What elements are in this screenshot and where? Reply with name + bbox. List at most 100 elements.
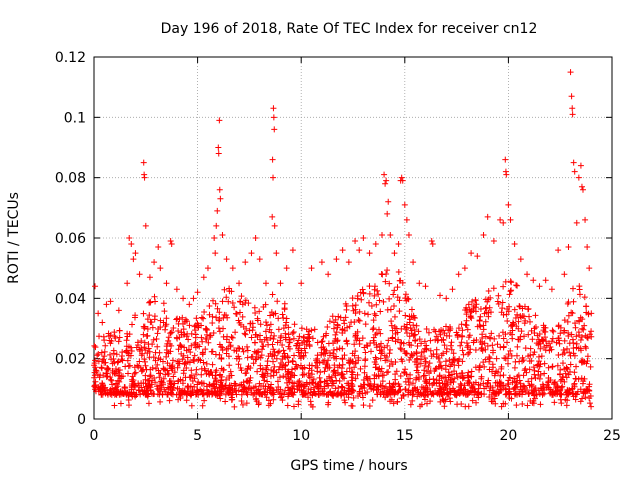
cloud-point xyxy=(483,309,490,316)
cloud-point xyxy=(396,277,403,284)
cloud-point xyxy=(326,318,333,325)
cloud-point xyxy=(496,332,503,339)
cloud-point xyxy=(175,346,182,353)
cloud-point xyxy=(106,337,113,344)
cloud-point xyxy=(305,385,312,392)
cloud-point xyxy=(418,340,425,347)
cloud-point xyxy=(243,325,250,332)
cloud-point xyxy=(537,401,544,408)
cloud-point xyxy=(253,395,260,402)
cloud-point xyxy=(317,369,324,376)
cloud-point xyxy=(239,345,246,352)
cloud-point xyxy=(309,392,316,399)
cloud-point xyxy=(238,391,245,398)
cloud-point xyxy=(572,396,579,403)
cloud-point xyxy=(252,331,259,338)
data-point xyxy=(167,238,174,245)
cloud-point xyxy=(413,350,420,357)
cloud-point xyxy=(235,361,242,368)
cloud-point xyxy=(242,297,249,304)
cloud-point xyxy=(547,389,554,396)
cloud-point xyxy=(291,352,298,359)
data-point xyxy=(352,238,359,245)
cloud-point xyxy=(433,365,440,372)
cloud-point xyxy=(119,357,126,364)
data-point xyxy=(461,265,468,272)
cloud-point xyxy=(94,352,101,359)
cloud-point xyxy=(264,362,271,369)
cloud-point xyxy=(573,333,580,340)
cloud-point xyxy=(333,353,340,360)
data-point xyxy=(503,171,510,178)
cloud-point xyxy=(233,311,240,318)
cloud-point xyxy=(528,357,535,364)
cloud-point xyxy=(515,318,522,325)
cloud-point xyxy=(324,323,331,330)
cloud-point xyxy=(507,278,514,285)
cloud-point xyxy=(579,357,586,364)
x-tick-labels: 0 5 10 15 20 25 xyxy=(90,428,621,444)
data-point xyxy=(339,247,346,254)
cloud-point xyxy=(104,365,111,372)
cloud-point xyxy=(499,384,506,391)
cloud-point xyxy=(468,389,475,396)
cloud-point xyxy=(325,399,332,406)
cloud-point xyxy=(236,382,243,389)
cloud-point xyxy=(502,386,509,393)
cloud-point xyxy=(182,374,189,381)
cloud-point xyxy=(178,343,185,350)
cloud-point xyxy=(149,324,156,331)
cloud-point xyxy=(339,370,346,377)
cloud-point xyxy=(526,382,533,389)
cloud-point xyxy=(532,312,539,319)
cloud-point xyxy=(379,388,386,395)
cloud-point xyxy=(174,335,181,342)
cloud-point xyxy=(371,292,378,299)
cloud-point xyxy=(406,341,413,348)
cloud-point xyxy=(251,348,258,355)
cloud-point xyxy=(205,367,212,374)
cloud-point xyxy=(558,400,565,407)
cloud-point xyxy=(270,335,277,342)
cloud-point xyxy=(512,378,519,385)
cloud-point xyxy=(477,313,484,320)
cloud-point xyxy=(274,349,281,356)
cloud-point xyxy=(562,370,569,377)
cloud-point xyxy=(309,403,316,410)
cloud-point xyxy=(367,380,374,387)
cloud-point xyxy=(426,360,433,367)
cloud-point xyxy=(464,377,471,384)
cloud-point xyxy=(295,337,302,344)
cloud-point xyxy=(212,300,219,307)
cloud-point xyxy=(259,343,266,350)
data-point xyxy=(308,265,315,272)
cloud-point xyxy=(455,325,462,332)
cloud-point xyxy=(189,387,196,394)
cloud-point xyxy=(565,332,572,339)
data-point xyxy=(405,231,412,238)
cloud-point xyxy=(198,379,205,386)
data-point xyxy=(252,235,259,241)
cloud-point xyxy=(475,381,482,388)
cloud-point xyxy=(394,284,401,291)
cloud-point xyxy=(387,306,394,313)
cloud-point xyxy=(442,366,449,373)
data-point xyxy=(429,241,436,248)
cloud-point xyxy=(383,369,390,376)
cloud-point xyxy=(255,399,262,406)
cloud-point xyxy=(584,358,591,365)
cloud-point xyxy=(362,321,369,328)
cloud-point xyxy=(295,349,302,356)
cloud-point xyxy=(226,362,233,369)
cloud-point xyxy=(421,367,428,374)
data-point xyxy=(273,250,280,257)
cloud-point xyxy=(506,390,513,397)
cloud-point xyxy=(549,363,556,370)
cloud-point xyxy=(128,384,135,391)
cloud-point xyxy=(408,306,415,313)
data-point xyxy=(333,256,340,263)
cloud-point xyxy=(348,402,355,409)
cloud-point xyxy=(415,328,422,335)
cloud-point xyxy=(511,364,518,371)
cloud-point xyxy=(393,325,400,332)
